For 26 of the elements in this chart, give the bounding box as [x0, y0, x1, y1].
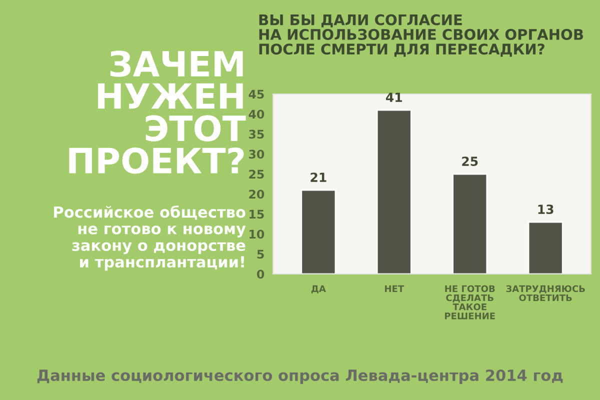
bar: [452, 173, 488, 274]
y-tick-label: 15: [250, 210, 264, 219]
x-tick-label: ЗАТРУДНЯЮСЬ ОТВЕТИТЬ: [506, 285, 585, 302]
data-label: 41: [386, 92, 402, 102]
y-tick-label: 35: [249, 130, 264, 139]
x-tick-label: ДА: [311, 285, 326, 294]
data-label: 13: [538, 204, 554, 214]
bar: [528, 221, 564, 274]
y-tick-label: 30: [249, 150, 264, 159]
x-tick-label: НЕ ГОТОВ СДЕЛАТЬ ТАКОЕ РЕШЕНИЕ: [444, 285, 495, 320]
data-label: 21: [310, 172, 326, 182]
text: Российское общество не готово к новому закону о донорстве и трансплантации!: [54, 206, 246, 271]
bar: [300, 189, 336, 274]
x-tick-label: НЕТ: [385, 285, 404, 292]
y-tick-label: 0: [257, 270, 264, 279]
y-tick-label: 25: [249, 170, 264, 179]
data-label: 25: [462, 156, 478, 166]
text: ЗАЧЕМ НУЖЕН ЭТОТ ПРОЕКТ?: [69, 50, 246, 174]
bar: [376, 109, 412, 274]
y-tick-label: 40: [248, 110, 264, 119]
chart-title: ВЫ БЫ ДАЛИ СОГЛАСИЕ НА ИСПОЛЬЗОВАНИЕ СВОИХ ОРГАНОВ ПОСЛЕ СМЕРТИ ДЛЯ ПЕРЕСАДКИ?: [259, 14, 584, 57]
y-tick-label: 45: [248, 90, 264, 99]
y-tick-label: 10: [250, 230, 264, 239]
text: Данные социологического опроса Левада-центра 2014 год: [37, 369, 563, 384]
y-tick-label: 5: [257, 250, 264, 259]
y-tick-label: 20: [249, 190, 264, 199]
